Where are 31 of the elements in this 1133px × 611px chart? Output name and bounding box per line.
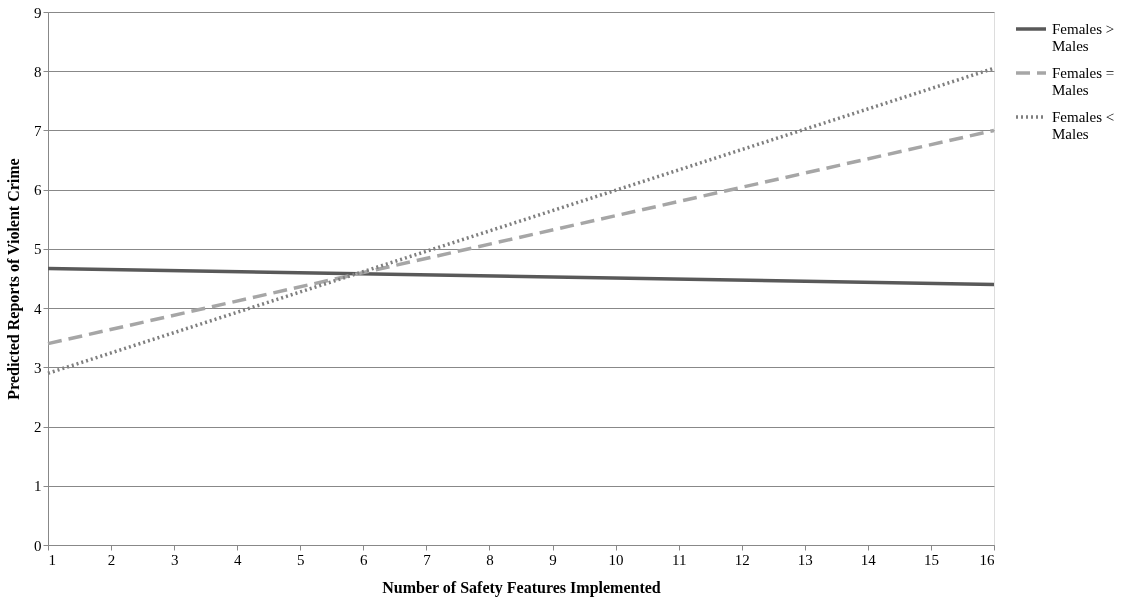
y-tick-label: 6 (34, 182, 42, 199)
x-tick-label: 11 (671, 551, 687, 568)
x-tick-label: 15 (923, 551, 939, 568)
x-tick-label: 7 (423, 551, 432, 568)
x-tick-label: 4 (233, 551, 242, 568)
y-tick-label: 8 (34, 63, 42, 80)
legend-label: Females < Males (1052, 109, 1115, 142)
y-tick-label: 0 (34, 537, 42, 554)
x-tick-label: 13 (797, 551, 813, 568)
y-axis-title: Predicted Reports of Violent Crime (5, 158, 23, 400)
legend-label: Females > Males (1052, 21, 1115, 54)
x-tick-label: 6 (360, 551, 369, 568)
y-tick-label: 9 (34, 4, 42, 21)
x-tick-label: 14 (860, 551, 877, 568)
y-tick-label: 5 (34, 241, 42, 258)
y-tick-label: 2 (34, 419, 42, 436)
x-tick-label: 12 (734, 551, 750, 568)
x-axis-title: Number of Safety Features Implemented (382, 578, 661, 597)
y-tick-label: 4 (34, 300, 42, 317)
x-tick-label: 10 (608, 551, 624, 568)
y-tick-label: 1 (34, 478, 42, 495)
y-tick-label: 3 (34, 359, 42, 376)
x-tick-label: 2 (107, 551, 116, 568)
x-tick-label: 1 (48, 551, 56, 568)
x-tick-label: 16 (979, 551, 995, 568)
x-tick-label: 9 (549, 551, 557, 568)
x-tick-label: 8 (486, 551, 494, 568)
legend-label: Females = Males (1052, 65, 1115, 98)
y-tick-label: 7 (34, 122, 42, 139)
x-tick-label: 5 (297, 551, 305, 568)
x-tick-label: 3 (170, 551, 179, 568)
